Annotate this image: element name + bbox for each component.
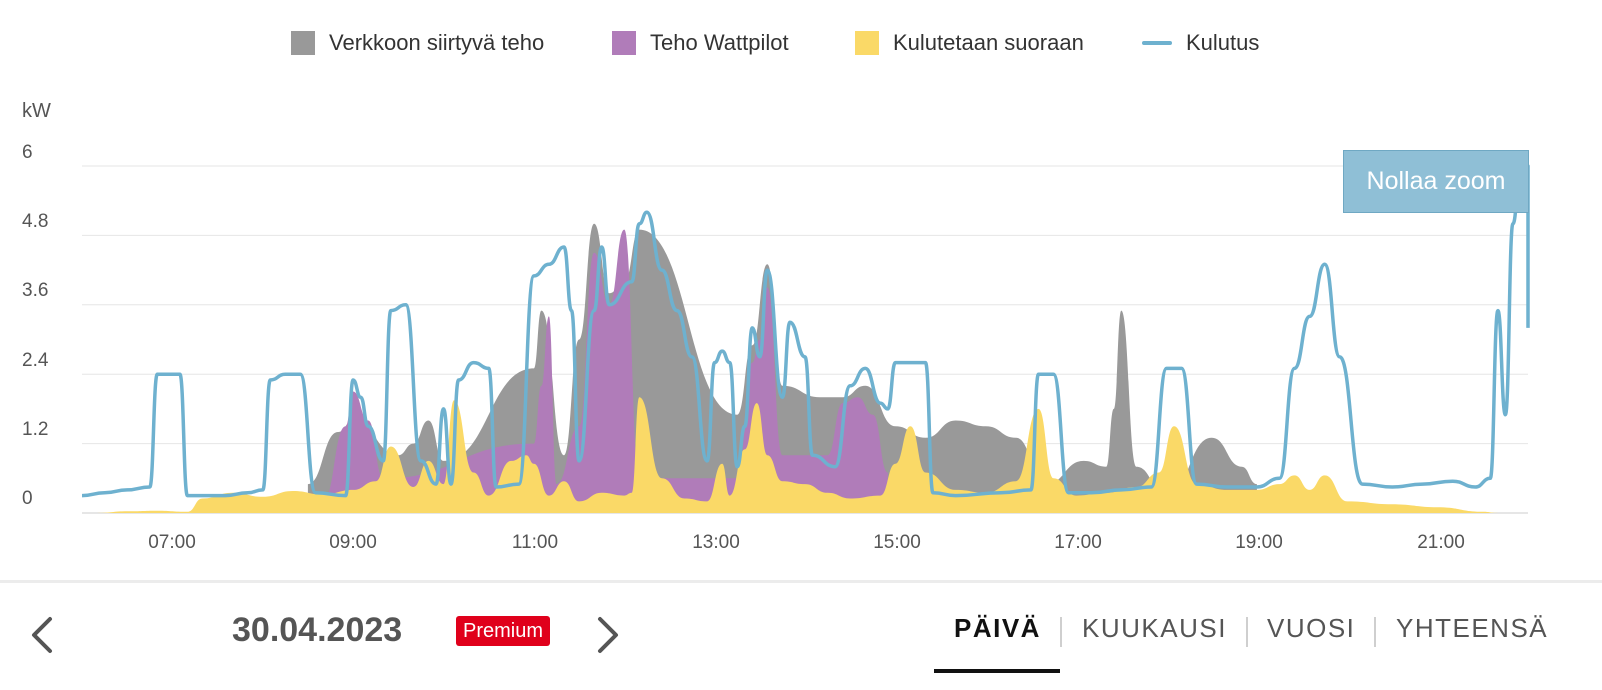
x-tick-label: 19:00: [1235, 532, 1283, 553]
chevron-left-icon: [32, 617, 52, 653]
x-tick-label: 13:00: [692, 532, 740, 553]
reset-zoom-button[interactable]: Nollaa zoom: [1343, 150, 1529, 213]
y-axis-unit-label: kW: [22, 100, 51, 122]
y-tick-label: 6: [22, 142, 33, 163]
y-tick-label: 4.8: [22, 211, 49, 232]
x-tick-label: 15:00: [873, 532, 921, 553]
legend-label-direct-consumption: Kulutetaan suoraan: [893, 30, 1084, 55]
section-divider: [0, 580, 1602, 583]
series-area-direct-consumption[interactable]: [97, 397, 1498, 513]
legend-swatch-grid-export: [291, 31, 315, 55]
tab-separator: [1246, 617, 1248, 647]
chevron-right-icon: [598, 617, 618, 653]
x-tick-label: 17:00: [1054, 532, 1102, 553]
x-tick-label: 21:00: [1417, 532, 1465, 553]
tab-day[interactable]: PÄIVÄ: [954, 613, 1041, 643]
chart-legend: Verkkoon siirtyvä teho Teho Wattpilot Ku…: [0, 26, 1602, 60]
legend-label-consumption: Kulutus: [1186, 30, 1260, 55]
x-tick-label: 09:00: [329, 532, 377, 553]
legend-item-consumption[interactable]: Kulutus: [1142, 26, 1259, 60]
tab-year[interactable]: VUOSI: [1267, 613, 1356, 643]
previous-date-button[interactable]: [24, 613, 64, 657]
legend-label-wattpilot: Teho Wattpilot: [650, 30, 789, 55]
x-tick-label: 11:00: [511, 532, 559, 553]
legend-label-grid-export: Verkkoon siirtyvä teho: [329, 30, 545, 55]
legend-swatch-consumption: [1142, 41, 1172, 45]
y-tick-label: 0: [22, 488, 33, 509]
premium-badge: Premium: [456, 616, 551, 646]
date-navigation-bar: 30.04.2023 Premium PÄIVÄ KUUKAUSI VUOSI …: [0, 583, 1602, 690]
energy-chart[interactable]: Verkkoon siirtyvä teho Teho Wattpilot Ku…: [0, 0, 1602, 580]
series-area-wattpilot[interactable]: [323, 229, 888, 513]
active-tab-indicator: [934, 669, 1060, 673]
legend-swatch-direct-consumption: [855, 31, 879, 55]
series-line-consumption[interactable]: [81, 164, 1530, 498]
tab-separator: [1374, 617, 1376, 647]
tab-separator: [1060, 617, 1062, 647]
y-tick-label: 2.4: [22, 350, 49, 371]
x-tick-label: 07:00: [148, 532, 196, 553]
chart-plot-area[interactable]: [0, 0, 1602, 580]
selected-date[interactable]: 30.04.2023: [232, 611, 403, 649]
y-tick-label: 1.2: [22, 419, 49, 440]
legend-item-grid-export[interactable]: Verkkoon siirtyvä teho: [291, 26, 544, 60]
legend-swatch-wattpilot: [612, 31, 636, 55]
legend-item-direct-consumption[interactable]: Kulutetaan suoraan: [855, 26, 1084, 60]
next-date-button[interactable]: [590, 613, 630, 657]
tab-total[interactable]: YHTEENSÄ: [1396, 613, 1549, 643]
legend-item-wattpilot[interactable]: Teho Wattpilot: [612, 26, 789, 60]
y-tick-label: 3.6: [22, 280, 49, 301]
tab-month[interactable]: KUUKAUSI: [1082, 613, 1227, 643]
